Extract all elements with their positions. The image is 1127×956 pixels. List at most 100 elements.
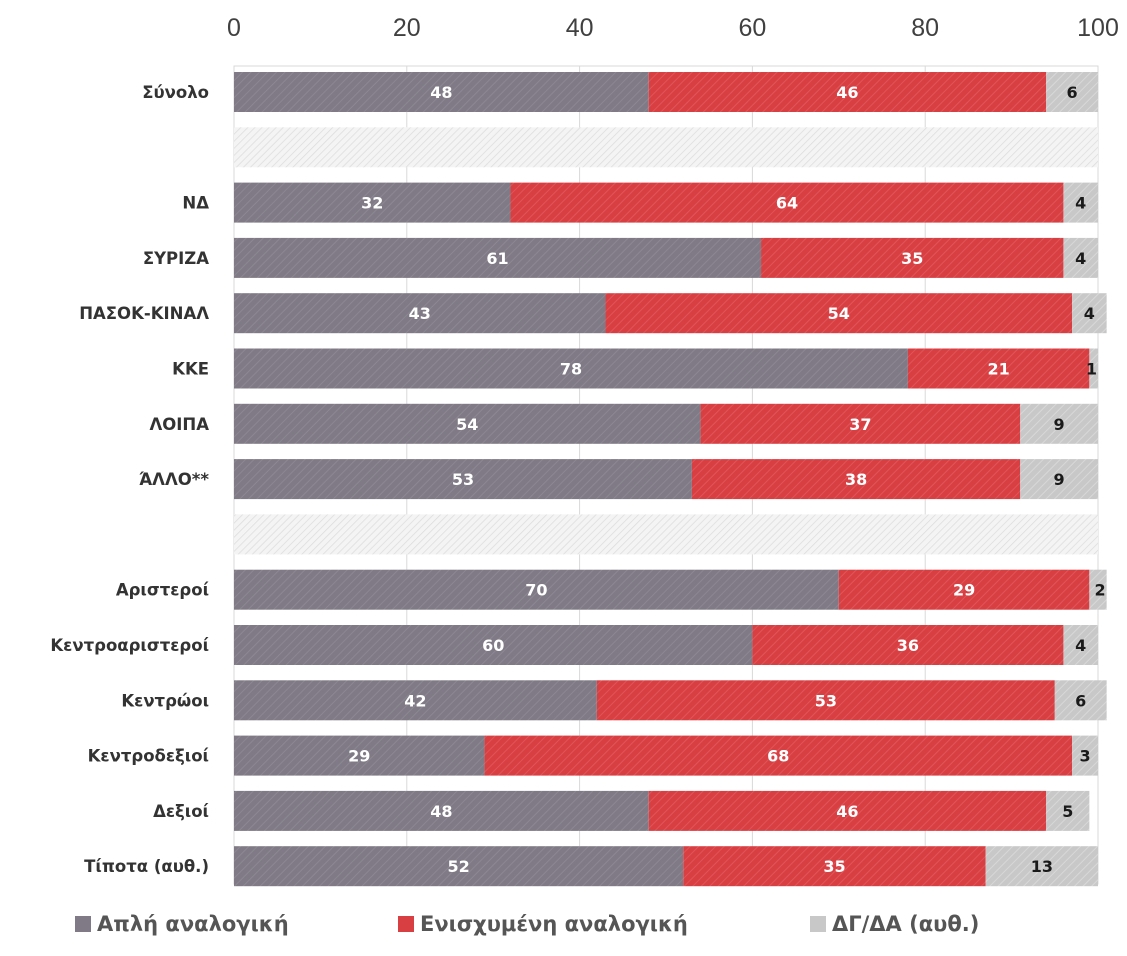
category-label: ΆΛΛΟ** bbox=[139, 470, 209, 489]
x-tick-label: 60 bbox=[738, 14, 766, 42]
bar-segment-dk bbox=[1046, 72, 1098, 112]
bar-segment-simple bbox=[234, 790, 649, 831]
legend-label-dk: ΔΓ/ΔΑ (αυθ.) bbox=[832, 912, 980, 936]
x-tick-label: 0 bbox=[227, 14, 241, 42]
data-label-dk: 4 bbox=[1075, 249, 1086, 268]
bar-segment-simple bbox=[234, 72, 649, 112]
data-label-dk: 6 bbox=[1075, 691, 1086, 710]
data-label-simple: 70 bbox=[525, 581, 547, 600]
bar-segment-dk bbox=[1046, 790, 1090, 831]
data-label-dk: 4 bbox=[1075, 194, 1086, 213]
bar-segment-enhanced bbox=[510, 182, 1064, 223]
bar-segment-enhanced bbox=[700, 403, 1021, 444]
data-label-enhanced: 68 bbox=[767, 747, 789, 766]
data-label-dk: 1 bbox=[1086, 360, 1097, 379]
bar-segment-simple bbox=[234, 348, 908, 389]
bar-segment-dk bbox=[1063, 182, 1098, 223]
data-label-dk: 4 bbox=[1084, 304, 1095, 323]
category-label: Δεξιοί bbox=[153, 802, 209, 821]
data-label-simple: 54 bbox=[456, 415, 478, 434]
data-label-simple: 78 bbox=[560, 360, 582, 379]
category-labels: Σύνολο ΝΔ ΣΥΡΙΖΑ ΠΑΣΟΚ-ΚΙΝΑΛ ΚΚΕ ΛΟΙΠΑ ΆΛΛΟ** Α… bbox=[50, 83, 209, 876]
data-label-simple: 52 bbox=[448, 857, 470, 876]
bar-segment-enhanced bbox=[648, 72, 1047, 112]
data-label-simple: 48 bbox=[430, 83, 452, 102]
bar-segment-simple bbox=[234, 237, 762, 278]
data-label-enhanced: 35 bbox=[901, 249, 923, 268]
spacer-row bbox=[234, 127, 1098, 168]
data-label-dk: 6 bbox=[1067, 83, 1078, 102]
bar-segment-simple bbox=[234, 459, 692, 500]
category-label: Κεντροδεξιοί bbox=[88, 747, 209, 766]
legend-item-enhanced: Ενισχυμένη αναλογική bbox=[398, 912, 688, 936]
bar-segment-enhanced bbox=[907, 348, 1090, 389]
x-axis-ticks: 0 20 40 60 80 100 bbox=[227, 14, 1119, 42]
legend-swatch-simple bbox=[75, 916, 91, 932]
bar-segment-simple bbox=[234, 625, 753, 665]
bar-segment-dk bbox=[1054, 680, 1107, 721]
data-label-simple: 42 bbox=[404, 691, 426, 710]
data-label-simple: 29 bbox=[348, 747, 370, 766]
bar-segment-simple bbox=[234, 569, 839, 610]
bar-segment-dk bbox=[1020, 459, 1098, 500]
legend-swatch-dk bbox=[810, 916, 826, 932]
data-label-simple: 32 bbox=[361, 194, 383, 213]
data-label-enhanced: 64 bbox=[776, 194, 798, 213]
data-label-enhanced: 37 bbox=[849, 415, 871, 434]
bar-segment-simple bbox=[234, 735, 485, 776]
category-label: ΚΚΕ bbox=[172, 360, 209, 379]
bar-segment-enhanced bbox=[838, 569, 1090, 610]
bar-segment-dk bbox=[1063, 237, 1098, 278]
data-label-dk: 13 bbox=[1031, 857, 1053, 876]
bar-segment-simple bbox=[234, 293, 606, 334]
x-tick-label: 100 bbox=[1077, 14, 1119, 42]
data-label-simple: 43 bbox=[409, 304, 431, 323]
bar-segment-enhanced bbox=[596, 680, 1055, 721]
data-label-dk: 9 bbox=[1054, 470, 1065, 489]
legend-item-dk: ΔΓ/ΔΑ (αυθ.) bbox=[810, 912, 979, 936]
bar-segment-enhanced bbox=[648, 790, 1047, 831]
x-tick-label: 20 bbox=[393, 14, 421, 42]
bar-segment-enhanced bbox=[761, 237, 1064, 278]
category-label: Σύνολο bbox=[142, 83, 209, 102]
bar-segment-dk bbox=[1089, 569, 1107, 610]
data-label-enhanced: 46 bbox=[836, 802, 858, 821]
data-label-enhanced: 54 bbox=[828, 304, 850, 323]
bar-segment-dk bbox=[1072, 735, 1098, 776]
bar-segment-dk bbox=[1063, 625, 1098, 665]
x-tick-label: 40 bbox=[566, 14, 594, 42]
data-label-dk: 2 bbox=[1094, 581, 1105, 600]
legend-item-simple: Απλή αναλογική bbox=[75, 912, 289, 936]
data-label-dk: 9 bbox=[1054, 415, 1065, 434]
bar-segment-dk bbox=[1072, 293, 1107, 334]
category-label: Κεντροαριστεροί bbox=[50, 636, 209, 655]
bar-segment-dk bbox=[1089, 348, 1098, 389]
data-label-dk: 4 bbox=[1075, 636, 1086, 655]
category-label: ΣΥΡΙΖΑ bbox=[143, 249, 209, 268]
category-label: Τίποτα (αυθ.) bbox=[84, 857, 209, 876]
data-label-simple: 53 bbox=[452, 470, 474, 489]
data-label-enhanced: 38 bbox=[845, 470, 867, 489]
data-label-dk: 3 bbox=[1079, 747, 1090, 766]
category-label: Κεντρώοι bbox=[121, 691, 209, 710]
bar-segment-simple bbox=[234, 182, 511, 223]
category-label: Αριστεροί bbox=[116, 581, 209, 600]
bar-segment-simple bbox=[234, 846, 684, 887]
spacer-row bbox=[234, 514, 1098, 555]
bar-segment-enhanced bbox=[484, 735, 1073, 776]
data-label-enhanced: 21 bbox=[988, 360, 1010, 379]
bar-segment-enhanced bbox=[752, 625, 1064, 665]
bar-segment-simple bbox=[234, 403, 701, 444]
category-label: ΝΔ bbox=[182, 194, 209, 213]
legend: Απλή αναλογική Ενισχυμένη αναλογική ΔΓ/Δ… bbox=[0, 912, 1127, 952]
data-label-enhanced: 36 bbox=[897, 636, 919, 655]
category-label: ΛΟΙΠΑ bbox=[149, 415, 209, 434]
data-label-simple: 60 bbox=[482, 636, 504, 655]
x-tick-label: 80 bbox=[911, 14, 939, 42]
data-label-simple: 61 bbox=[486, 249, 508, 268]
data-label-simple: 48 bbox=[430, 802, 452, 821]
legend-label-enhanced: Ενισχυμένη αναλογική bbox=[420, 912, 688, 936]
data-label-enhanced: 29 bbox=[953, 581, 975, 600]
bar-segment-dk bbox=[1020, 403, 1098, 444]
data-label-enhanced: 35 bbox=[823, 857, 845, 876]
